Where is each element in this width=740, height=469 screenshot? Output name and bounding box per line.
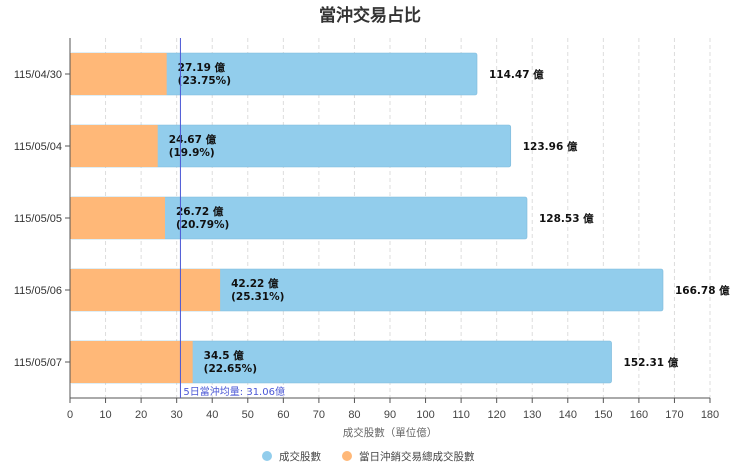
x-tick-label: 40: [206, 409, 218, 421]
x-tick-label: 180: [701, 409, 719, 421]
legend-label-day-trade-volume: 當日沖銷交易總成交股數: [359, 450, 475, 463]
day-trade-pct-label: (23.75%): [178, 75, 231, 87]
total-volume-label: 152.31 億: [624, 356, 679, 369]
x-tick-label: 30: [171, 409, 183, 421]
bar-day-trade-volume: [70, 269, 221, 311]
x-tick-label: 130: [523, 409, 541, 421]
bar-day-trade-volume: [70, 125, 158, 167]
day-trade-pct-label: (20.79%): [176, 219, 229, 231]
x-tick-label: 140: [559, 409, 577, 421]
x-tick-label: 110: [452, 409, 470, 421]
x-tick-label: 10: [99, 409, 111, 421]
category-label: 115/05/04: [14, 141, 62, 153]
bar-day-trade-volume: [70, 341, 193, 383]
total-volume-label: 128.53 億: [539, 212, 594, 225]
legend-swatch-total-volume: [262, 451, 272, 461]
day-trade-value-label: 26.72 億: [176, 205, 224, 218]
total-volume-label: 114.47 億: [489, 68, 544, 81]
legend-swatch-day-trade-volume: [342, 451, 352, 461]
bar-day-trade-volume: [70, 53, 167, 95]
x-tick-label: 70: [313, 409, 325, 421]
day-trade-value-label: 24.67 億: [169, 133, 217, 146]
day-trade-value-label: 34.5 億: [204, 349, 245, 362]
x-tick-label: 50: [242, 409, 254, 421]
x-tick-label: 0: [67, 409, 73, 421]
day-trade-value-label: 27.19 億: [178, 61, 226, 74]
category-label: 115/05/05: [14, 213, 62, 225]
total-volume-label: 123.96 億: [523, 140, 578, 153]
x-tick-label: 90: [384, 409, 396, 421]
day-trade-pct-label: (19.9%): [169, 147, 215, 159]
chart-title: 當沖交易占比: [319, 5, 421, 26]
legend-label-total-volume: 成交股數: [279, 450, 321, 463]
x-tick-label: 60: [277, 409, 289, 421]
x-axis-title: 成交股數（單位億）: [343, 426, 438, 439]
reference-line-group: 5日當沖均量: 31.06億: [179, 38, 285, 398]
category-label: 115/04/30: [14, 69, 62, 81]
bar-day-trade-volume: [70, 197, 166, 239]
category-label: 115/05/07: [14, 357, 62, 369]
day-trade-value-label: 42.22 億: [231, 277, 279, 290]
x-tick-label: 120: [487, 409, 505, 421]
grid-lines: [105, 38, 711, 398]
axes: 0 10 20 30 40 50 60 70 80 90 100 110 120 130 140 150 160…: [14, 38, 719, 421]
x-tick-label: 160: [630, 409, 648, 421]
category-label: 115/05/06: [14, 285, 62, 297]
day-trade-pct-label: (25.31%): [231, 291, 284, 303]
x-tick-label: 20: [135, 409, 147, 421]
x-tick-label: 80: [348, 409, 360, 421]
legend: 成交股數 當日沖銷交易總成交股數: [262, 450, 475, 463]
average-reference-label: 5日當沖均量: 31.06億: [183, 385, 285, 398]
x-tick-label: 170: [665, 409, 683, 421]
total-volume-label: 166.78 億: [675, 284, 730, 297]
x-tick-label: 150: [594, 409, 612, 421]
day-trade-pct-label: (22.65%): [204, 363, 257, 375]
x-tick-label: 100: [416, 409, 434, 421]
